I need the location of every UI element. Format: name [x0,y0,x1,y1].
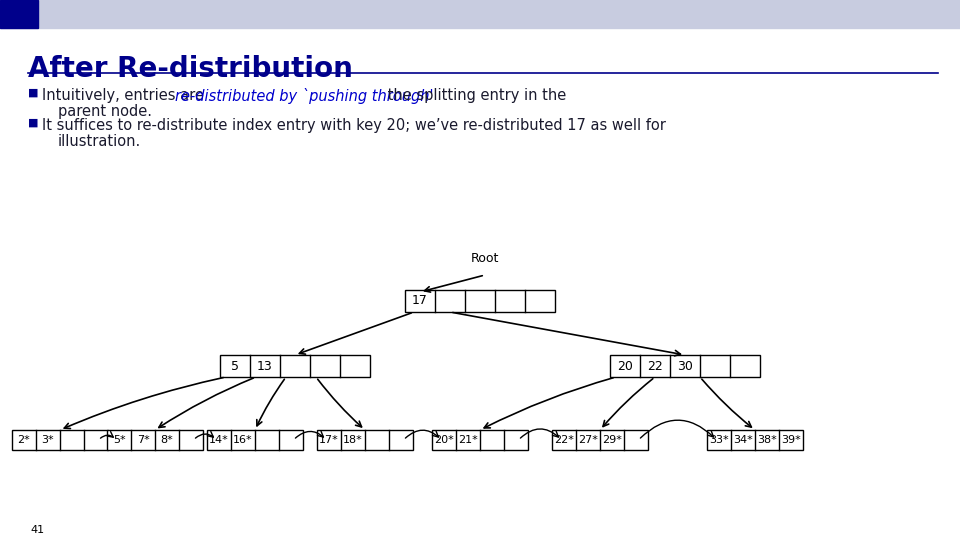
Bar [432,430,528,450]
Bar [207,430,303,450]
Bar [12,430,108,450]
Text: 2*: 2* [17,435,31,445]
Bar [317,430,413,450]
Text: 34*: 34* [733,435,753,445]
Bar [0,0,960,28]
Text: Root: Root [470,252,499,265]
Text: ■: ■ [28,118,38,128]
Text: 13: 13 [257,360,273,373]
Text: It suffices to re-distribute index entry with key 20; we’ve re-distributed 17 as: It suffices to re-distribute index entry… [42,118,666,133]
Text: 27*: 27* [578,435,598,445]
Text: 22*: 22* [554,435,574,445]
Text: 33*: 33* [709,435,729,445]
Text: 20: 20 [617,360,633,373]
Text: 18*: 18* [343,435,363,445]
Text: illustration.: illustration. [58,134,141,149]
Text: parent node.: parent node. [58,104,152,119]
Text: 8*: 8* [160,435,174,445]
Bar [405,290,555,312]
Text: the splitting entry in the: the splitting entry in the [383,88,566,103]
Text: 17*: 17* [319,435,339,445]
Bar [707,430,803,450]
Text: 5*: 5* [112,435,126,445]
Text: re-distributed by `pushing through': re-distributed by `pushing through' [175,88,434,104]
Text: 17: 17 [412,294,428,307]
Text: 5: 5 [231,360,239,373]
Text: 41: 41 [30,525,44,535]
Bar [220,355,370,377]
Bar [610,355,760,377]
Bar [552,430,648,450]
Text: Intuitively, entries are: Intuitively, entries are [42,88,208,103]
Text: ■: ■ [28,88,38,98]
Text: 21*: 21* [458,435,478,445]
Text: 3*: 3* [41,435,55,445]
Text: 7*: 7* [136,435,150,445]
Text: 38*: 38* [757,435,777,445]
Text: After Re-distribution: After Re-distribution [28,55,353,83]
Bar [107,430,203,450]
Text: 22: 22 [647,360,662,373]
Bar [0,0,38,28]
Text: 29*: 29* [602,435,622,445]
Text: 39*: 39* [781,435,801,445]
Text: 30: 30 [677,360,693,373]
Text: 20*: 20* [434,435,454,445]
Text: 14*: 14* [209,435,228,445]
Text: 16*: 16* [233,435,252,445]
